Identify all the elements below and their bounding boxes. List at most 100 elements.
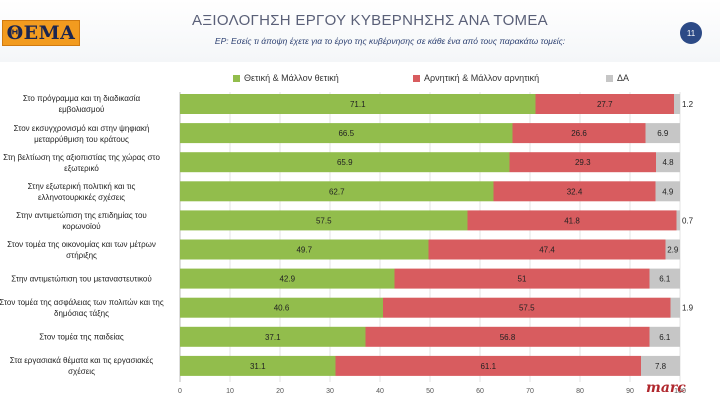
data-label: 66.5	[338, 129, 354, 138]
legend-swatch-negative	[413, 74, 420, 82]
data-label: 1.9	[682, 304, 694, 313]
category-label: Στα εργασιακά θέματα και τις εργασιακές …	[9, 356, 154, 376]
data-label: 65.9	[337, 158, 353, 167]
bar-segment-negative	[467, 210, 677, 231]
bar-segment-dk	[670, 297, 680, 318]
data-label: 62.7	[329, 187, 345, 196]
data-label: 1.2	[682, 100, 694, 109]
x-tick-label: 0	[178, 388, 182, 395]
survey-question: ΕΡ: Εσείς τι άποψη έχετε για το έργο της…	[214, 36, 566, 46]
data-label: 37.1	[265, 333, 281, 342]
data-label: 42.9	[279, 275, 295, 284]
bar-segment-negative	[428, 239, 666, 260]
bar-segment-negative	[509, 152, 656, 173]
x-tick-label: 20	[276, 388, 284, 395]
category-label: Στον τομέα της ασφάλειας των πολιτών και…	[0, 298, 164, 318]
legend-item-dk: ΔΑ	[606, 73, 629, 83]
data-label: 56.8	[500, 333, 516, 342]
bar-segment-dk	[649, 268, 680, 289]
bar-segment-dk	[641, 355, 680, 376]
data-label: 6.1	[659, 333, 671, 342]
x-tick-label: 10	[226, 388, 234, 395]
header-band	[0, 0, 720, 62]
bar-segment-positive	[180, 355, 336, 376]
legend-label-positive: Θετική & Μάλλον θετική	[244, 73, 339, 83]
bar-segment-positive	[180, 210, 468, 231]
legend-swatch-positive	[233, 74, 240, 82]
category-label: Στη βελτίωση της αξιοπιστίας της χώρας σ…	[3, 153, 160, 173]
bar-segment-positive	[180, 268, 395, 289]
data-label: 4.9	[662, 187, 674, 196]
data-label: 4.8	[662, 158, 674, 167]
x-tick-label: 50	[426, 388, 434, 395]
category-label: Στο πρόγραμμα και τη διαδικασία εμβολιασ…	[22, 94, 141, 114]
legend-item-negative: Αρνητική & Μάλλον αρνητική	[413, 73, 539, 83]
x-tick-label: 60	[476, 388, 484, 395]
bar-segment-negative	[512, 123, 646, 144]
bar-segment-positive	[180, 94, 536, 114]
bar-segment-positive	[180, 181, 494, 202]
x-tick-label: 40	[376, 388, 384, 395]
bar-segment-positive	[180, 239, 429, 260]
chart-legend: Θετική & Μάλλον θετική Αρνητική & Μάλλον…	[0, 73, 720, 87]
category-label: Στον τομέα της οικονομίας και των μέτρων…	[7, 240, 156, 260]
bar-segment-dk	[645, 123, 680, 144]
bar-segment-dk	[665, 239, 680, 260]
data-label: 6.9	[657, 129, 669, 138]
bar-segment-positive	[180, 326, 366, 347]
data-label: 0.7	[682, 216, 694, 225]
newspaper-logo: ΘΕΜΑ	[2, 20, 80, 46]
bar-segment-positive	[180, 152, 510, 173]
page-number-badge: 11	[680, 22, 702, 44]
bar-segment-negative	[535, 94, 674, 114]
category-label: Στην εξωτερική πολιτική και τις ελληνοτο…	[27, 182, 136, 202]
data-label: 57.5	[316, 216, 332, 225]
data-label: 41.8	[564, 216, 580, 225]
bar-segment-negative	[493, 181, 656, 202]
bar-segment-dk	[656, 152, 680, 173]
legend-label-negative: Αρνητική & Μάλλον αρνητική	[424, 73, 540, 83]
category-label: Στον εκσυγχρονισμό και στην ψηφιακή μετα…	[13, 124, 150, 144]
bar-segment-negative	[394, 268, 650, 289]
pollster-brand: marc	[646, 380, 686, 396]
data-label: 61.1	[480, 362, 496, 371]
logo-text: ΘΕΜΑ	[6, 22, 76, 44]
data-label: 27.7	[597, 100, 613, 109]
data-label: 51	[518, 275, 527, 284]
bar-segment-positive	[180, 297, 383, 318]
bar-segment-negative	[365, 326, 650, 347]
bar-segment-dk	[674, 94, 680, 114]
x-tick-label: 80	[576, 388, 584, 395]
bar-segment-negative	[335, 355, 641, 376]
data-label: 7.8	[655, 362, 667, 371]
data-label: 71.1	[350, 100, 366, 109]
data-label: 40.6	[274, 304, 290, 313]
bar-segment-dk	[655, 181, 680, 202]
category-labels: Στο πρόγραμμα και τη διαδικασία εμβολιασ…	[0, 0, 180, 405]
data-label: 49.7	[296, 246, 312, 255]
chart-title: ΑΞΙΟΛΟΓΗΣΗ ΕΡΓΟΥ ΚΥΒΕΡΝΗΣΗΣ ΑΝΑ ΤΟΜΕΑ	[192, 12, 548, 29]
x-tick-label: 100	[674, 388, 686, 395]
x-tick-label: 70	[526, 388, 534, 395]
category-label: Στην αντιμετώπιση της επιδημίας του κορω…	[16, 211, 147, 231]
bar-segment-negative	[383, 297, 671, 318]
category-label: Στον τομέα της παιδείας	[39, 332, 124, 342]
legend-label-dk: ΔΑ	[617, 73, 630, 83]
x-tick-label: 30	[326, 388, 334, 395]
data-label: 6.1	[659, 275, 671, 284]
bar-segment-dk	[649, 326, 680, 347]
bar-segment-positive	[180, 123, 513, 144]
data-label: 2.9	[667, 246, 679, 255]
bar-segment-dk	[676, 210, 680, 231]
data-label: 47.4	[539, 246, 555, 255]
data-label: 26.6	[571, 129, 587, 138]
x-tick-label: 90	[626, 388, 634, 395]
data-label: 32.4	[567, 187, 583, 196]
legend-swatch-dk	[606, 74, 613, 82]
data-label: 29.3	[575, 158, 591, 167]
legend-item-positive: Θετική & Μάλλον θετική	[233, 73, 339, 83]
category-label: Στην αντιμετώπιση του μεταναστευτικού	[11, 274, 152, 284]
data-label: 31.1	[250, 362, 266, 371]
data-label: 57.5	[519, 304, 535, 313]
